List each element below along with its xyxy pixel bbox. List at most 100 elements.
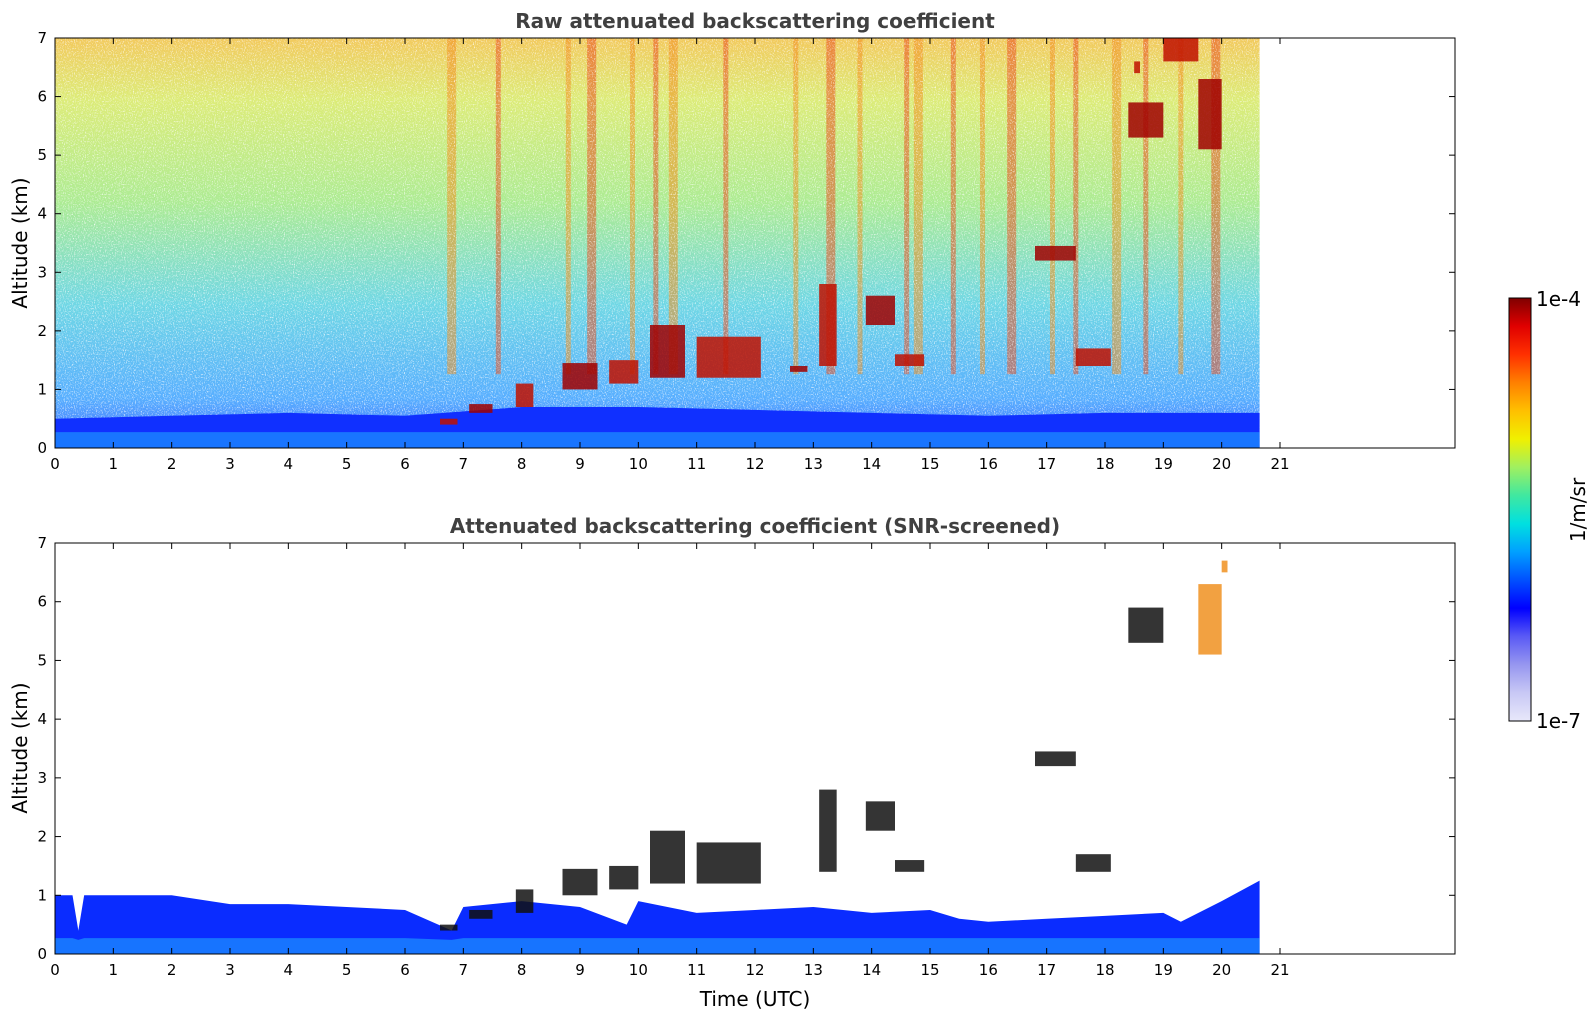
cloud-feature [865, 295, 895, 325]
raw-y-axis: 0 1 2 3 4 5 6 7 [37, 29, 1455, 457]
x-axis-label: Time (UTC) [699, 987, 811, 1011]
screened-x-axis: 0 1 2 3 4 5 6 7 8 9 10 11 12 13 14 15 16 17 18 19 20 21 [50, 543, 1290, 979]
y-tick-label: 0 [37, 945, 47, 963]
screened-boundary-layer [55, 880, 1260, 954]
cloud-feature [1128, 102, 1164, 138]
cloud-feature [865, 801, 895, 831]
x-tick-label: 0 [50, 455, 60, 473]
cloud-feature [650, 325, 685, 378]
screened-y-axis-label: Altitude (km) [8, 682, 32, 813]
raw-panel-title: Raw attenuated backscattering coefficien… [515, 9, 995, 33]
cloud-feature [1163, 38, 1199, 62]
y-tick-label: 2 [37, 828, 47, 846]
cloud-feature [790, 366, 808, 372]
y-tick-label: 5 [37, 146, 47, 164]
y-tick-label: 7 [37, 29, 47, 47]
x-tick-label: 6 [400, 455, 410, 473]
x-tick-label: 17 [1037, 961, 1056, 979]
screened-backscatter-panel: Attenuated backscattering coefficient (S… [8, 514, 1456, 1011]
cloud-feature [515, 889, 534, 913]
x-tick-label: 9 [575, 455, 585, 473]
y-tick-label: 4 [37, 710, 47, 728]
cloud-feature [1035, 751, 1076, 767]
colorbar-gradient [1508, 297, 1532, 722]
y-tick-label: 1 [37, 380, 47, 398]
x-tick-label: 16 [979, 455, 998, 473]
x-tick-label: 19 [1154, 961, 1173, 979]
x-tick-label: 9 [575, 961, 585, 979]
cloud-feature [1128, 607, 1164, 643]
cloud-feature [469, 909, 493, 919]
cloud-feature [609, 360, 639, 384]
x-tick-label: 4 [284, 455, 294, 473]
x-tick-label: 21 [1270, 961, 1289, 979]
cloud-feature [1198, 79, 1222, 150]
screened-heatmap-area [55, 560, 1260, 954]
x-tick-label: 8 [517, 961, 527, 979]
x-tick-label: 5 [342, 961, 352, 979]
cloud-feature [440, 418, 458, 425]
x-tick-label: 12 [745, 455, 764, 473]
y-tick-label: 6 [37, 88, 47, 106]
cloud-feature [1075, 348, 1111, 366]
x-tick-label: 7 [459, 455, 469, 473]
cloud-feature [819, 789, 837, 872]
x-tick-label: 18 [1095, 961, 1114, 979]
screened-boundary-layer-core [55, 938, 1260, 954]
y-tick-label: 5 [37, 651, 47, 669]
cloud-feature [1221, 560, 1228, 573]
x-tick-label: 15 [920, 961, 939, 979]
cloud-feature [819, 284, 837, 366]
x-tick-label: 17 [1037, 455, 1056, 473]
cloud-feature [1035, 245, 1076, 261]
x-tick-label: 21 [1270, 455, 1289, 473]
x-tick-label: 18 [1095, 455, 1114, 473]
x-tick-label: 0 [50, 961, 60, 979]
x-tick-label: 3 [225, 961, 235, 979]
x-tick-label: 4 [284, 961, 294, 979]
colorbar: 1e-4 1e-7 1/m/sr [1508, 287, 1590, 733]
x-tick-label: 13 [804, 961, 823, 979]
cloud-feature [895, 860, 925, 872]
y-tick-label: 2 [37, 322, 47, 340]
x-tick-label: 20 [1212, 455, 1231, 473]
x-tick-label: 13 [804, 455, 823, 473]
cloud-feature [562, 868, 598, 896]
screened-y-axis: 0 1 2 3 4 5 6 7 [37, 534, 1455, 963]
raw-x-axis: 0 1 2 3 4 5 6 7 8 9 10 11 12 13 14 15 16 17 18 19 20 21 [50, 38, 1290, 473]
raw-backscatter-panel: Raw attenuated backscattering coefficien… [8, 9, 1456, 473]
cloud-feature [895, 354, 925, 366]
y-tick-label: 1 [37, 886, 47, 904]
x-tick-label: 10 [629, 455, 648, 473]
raw-heatmap-area [55, 38, 1260, 448]
x-tick-label: 10 [629, 961, 648, 979]
screened-cloud-features [440, 560, 1228, 931]
colorbar-max-label: 1e-4 [1536, 287, 1581, 311]
x-tick-label: 19 [1154, 455, 1173, 473]
cloud-feature [1134, 61, 1140, 74]
cloud-feature [440, 924, 458, 931]
x-tick-label: 20 [1212, 961, 1231, 979]
y-tick-label: 4 [37, 205, 47, 223]
cloud-feature [1198, 584, 1222, 655]
x-tick-label: 14 [862, 961, 881, 979]
x-tick-label: 3 [225, 455, 235, 473]
cloud-feature [650, 830, 685, 884]
y-tick-label: 6 [37, 593, 47, 611]
cloud-feature [1075, 854, 1111, 872]
x-tick-label: 8 [517, 455, 527, 473]
cloud-feature [609, 865, 639, 890]
raw-y-axis-label: Altitude (km) [8, 177, 32, 308]
raw-boundary-layer-core [55, 432, 1260, 448]
x-tick-label: 14 [862, 455, 881, 473]
x-tick-label: 12 [745, 961, 764, 979]
x-tick-label: 5 [342, 455, 352, 473]
x-tick-label: 1 [109, 455, 119, 473]
x-tick-label: 1 [109, 961, 119, 979]
y-tick-label: 7 [37, 534, 47, 552]
y-tick-label: 3 [37, 263, 47, 281]
x-tick-label: 11 [687, 455, 706, 473]
cloud-feature [469, 404, 493, 413]
y-tick-label: 3 [37, 769, 47, 787]
